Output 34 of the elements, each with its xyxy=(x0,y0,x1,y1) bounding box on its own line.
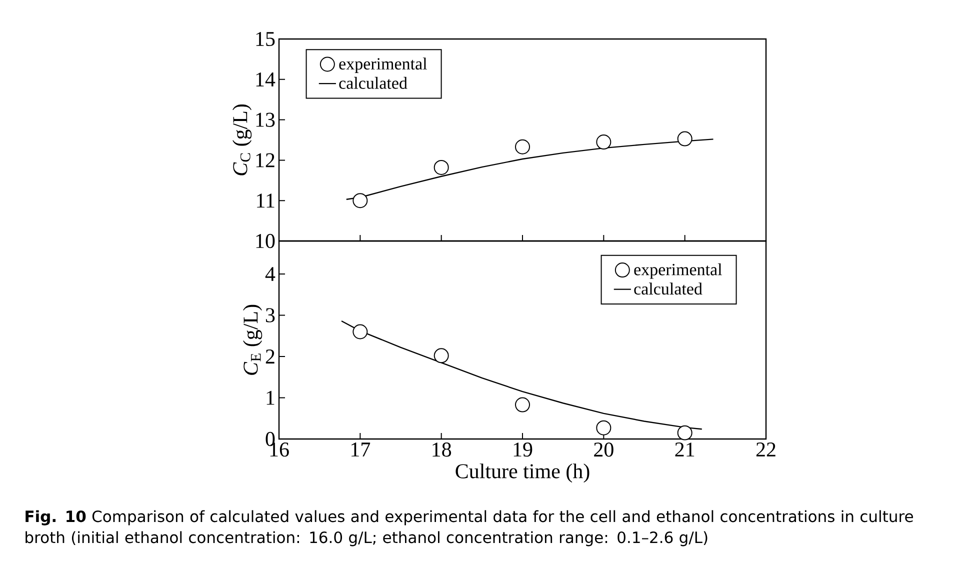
y-tick-label: 10 xyxy=(256,234,275,248)
point xyxy=(352,193,368,208)
legend-label: experimental xyxy=(339,58,427,74)
x-tick-label: 18 xyxy=(432,442,452,457)
x-tick-label: 20 xyxy=(594,442,614,457)
y-tick-label: 3 xyxy=(266,308,275,322)
x-tick-label: 21 xyxy=(675,442,694,456)
x-tick-label: 19 xyxy=(514,442,532,457)
point xyxy=(434,160,449,175)
y-axis-title: C$_{C}$ (g/L) xyxy=(232,104,252,176)
point xyxy=(515,397,530,412)
y-tick-label: 14 xyxy=(256,72,276,86)
x-tick-label: 17 xyxy=(352,442,370,456)
y-tick-label: 12 xyxy=(256,153,274,168)
y-tick-label: 1 xyxy=(266,390,274,405)
text: Fig. 10 Comparison of calculated values and experimental data for the cell and ethanol concentrations in culture broth (initial ethanol concentration: 16.0 g/L; ethanol concentration range: 0.1–2.6 g/L) xyxy=(26,510,913,546)
point xyxy=(515,139,530,154)
x-axis-title: Culture time (h) xyxy=(456,464,590,483)
point xyxy=(677,425,692,440)
point xyxy=(434,348,449,364)
legend-label: experimental xyxy=(634,263,722,279)
point xyxy=(596,134,612,150)
point xyxy=(352,324,368,340)
point xyxy=(596,420,612,436)
y-tick-label: 13 xyxy=(256,112,275,127)
legend-label: calculated xyxy=(339,76,408,89)
x-tick-label: 22 xyxy=(756,442,776,456)
y-tick-label: 15 xyxy=(256,32,275,46)
point xyxy=(677,131,692,146)
y-tick-label: 2 xyxy=(266,350,274,364)
y-tick-label: 4 xyxy=(265,267,276,281)
y-axis-title: C$_{E}$ (g/L) xyxy=(243,304,262,375)
legend-label: calculated xyxy=(634,282,702,295)
y-tick-label: 11 xyxy=(257,194,274,208)
